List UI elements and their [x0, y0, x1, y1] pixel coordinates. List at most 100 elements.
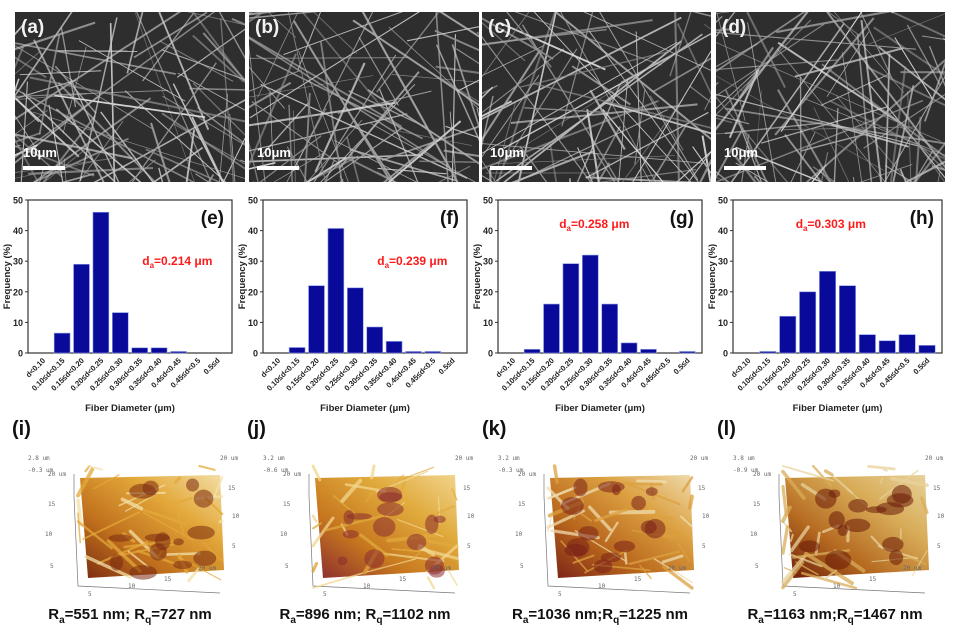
fiber — [142, 12, 194, 82]
fiber — [889, 66, 907, 182]
scale-bar — [257, 166, 299, 170]
bar — [92, 211, 110, 354]
fiber — [495, 33, 703, 182]
afm-surface — [80, 475, 224, 578]
fiber — [19, 70, 102, 76]
surface-pore — [372, 517, 396, 537]
surface-ridge — [624, 552, 628, 565]
bar — [523, 349, 541, 354]
surface-ridge — [311, 522, 323, 530]
fiber — [131, 62, 217, 182]
y-axis-label: Frequency (%) — [472, 244, 483, 309]
y-tick-label: 10 — [483, 318, 493, 328]
fiber — [482, 22, 526, 62]
surface-ridge — [127, 550, 149, 568]
fiber — [32, 97, 152, 182]
bar — [640, 349, 657, 354]
bar — [819, 270, 837, 354]
surface-ridge — [547, 486, 577, 500]
surface-ridge — [391, 548, 420, 553]
fiber — [716, 31, 917, 50]
fiber — [435, 12, 449, 182]
y-axis-tick: 20 um — [518, 471, 536, 478]
bar — [366, 326, 383, 354]
bar — [170, 351, 187, 354]
surface-pore — [882, 536, 904, 553]
surface-ridge — [911, 550, 928, 577]
surface-ridge — [781, 554, 807, 584]
surface-pore — [187, 525, 215, 540]
surface-pore — [848, 498, 868, 513]
x-axis-tick: 5 — [88, 591, 92, 598]
fiber — [913, 150, 934, 182]
surface-ridge — [867, 464, 896, 471]
fiber — [482, 17, 554, 60]
histogram-e: 01020304050d<0.100.10≤d<0.150.15≤d<0.200… — [2, 196, 233, 413]
roughness-subscript: a — [290, 615, 296, 626]
surface-ridge — [653, 557, 693, 584]
fiber — [249, 53, 297, 168]
bar — [898, 334, 916, 354]
bar — [878, 340, 896, 354]
surface-ridge — [120, 497, 144, 511]
bar — [424, 351, 442, 354]
scale-bar-label: 10μm — [23, 145, 57, 160]
fiber — [820, 152, 829, 182]
fiber — [126, 12, 144, 74]
fiber — [457, 79, 479, 92]
x-axis-tick: 5 — [323, 591, 327, 598]
fiber — [482, 48, 565, 114]
fiber — [898, 124, 945, 172]
surface-pore — [154, 532, 171, 551]
fiber — [177, 72, 245, 111]
fiber — [186, 12, 245, 26]
panel-label: (f) — [440, 208, 459, 229]
fiber — [109, 23, 116, 182]
surface-ridge — [639, 564, 652, 580]
x-axis-tick: 15 — [399, 576, 407, 583]
fiber — [305, 155, 359, 182]
surface-ridge — [920, 496, 929, 515]
bar — [620, 342, 638, 354]
fiber — [928, 45, 945, 88]
fiber — [860, 20, 883, 182]
y-tick-label: 30 — [13, 257, 23, 267]
afm-panel-l: (l) 3.8 um -0.9 um 5 10 15 20 um 5 10 15 20 um 5 10… — [715, 418, 955, 634]
roughness-symbol: R — [602, 606, 614, 623]
y-tick-label: 50 — [718, 196, 728, 206]
fiber — [900, 71, 945, 74]
fiber — [28, 166, 154, 175]
fiber — [185, 129, 196, 182]
x-tick-label: 0.5≤d — [672, 356, 692, 376]
fiber — [716, 75, 885, 171]
fiber — [499, 21, 606, 71]
surface-ridge — [76, 467, 95, 498]
panel-label: (g) — [670, 208, 694, 229]
fiber — [305, 157, 347, 182]
surface-ridge — [795, 561, 819, 576]
bar — [858, 334, 876, 354]
bar — [582, 254, 599, 354]
roughness-subscript: a — [59, 615, 65, 626]
surface-ridge — [870, 535, 884, 550]
fiber — [161, 49, 245, 81]
scale-bar-label: 10μm — [490, 145, 524, 160]
surface-ridge — [781, 505, 792, 523]
surface-ridge — [311, 516, 335, 548]
z-max-label: 3.2 um — [263, 455, 285, 462]
fiber — [915, 116, 922, 182]
fiber — [60, 172, 95, 182]
bar — [347, 287, 364, 354]
surface-ridge — [213, 476, 224, 497]
afm-3d-surface: 3.2 um -0.6 um 5 10 15 20 um 5 10 15 20 um 5 10 15 20… — [263, 455, 475, 598]
bar — [327, 228, 345, 354]
fiber — [735, 146, 824, 182]
y-axis-label: Frequency (%) — [237, 244, 248, 309]
fiber — [704, 95, 711, 111]
fiber — [15, 89, 169, 97]
surface-pore — [110, 553, 124, 571]
fiber — [15, 133, 133, 160]
fiber — [482, 74, 540, 158]
fiber — [249, 12, 320, 19]
surface-pore — [828, 489, 841, 498]
